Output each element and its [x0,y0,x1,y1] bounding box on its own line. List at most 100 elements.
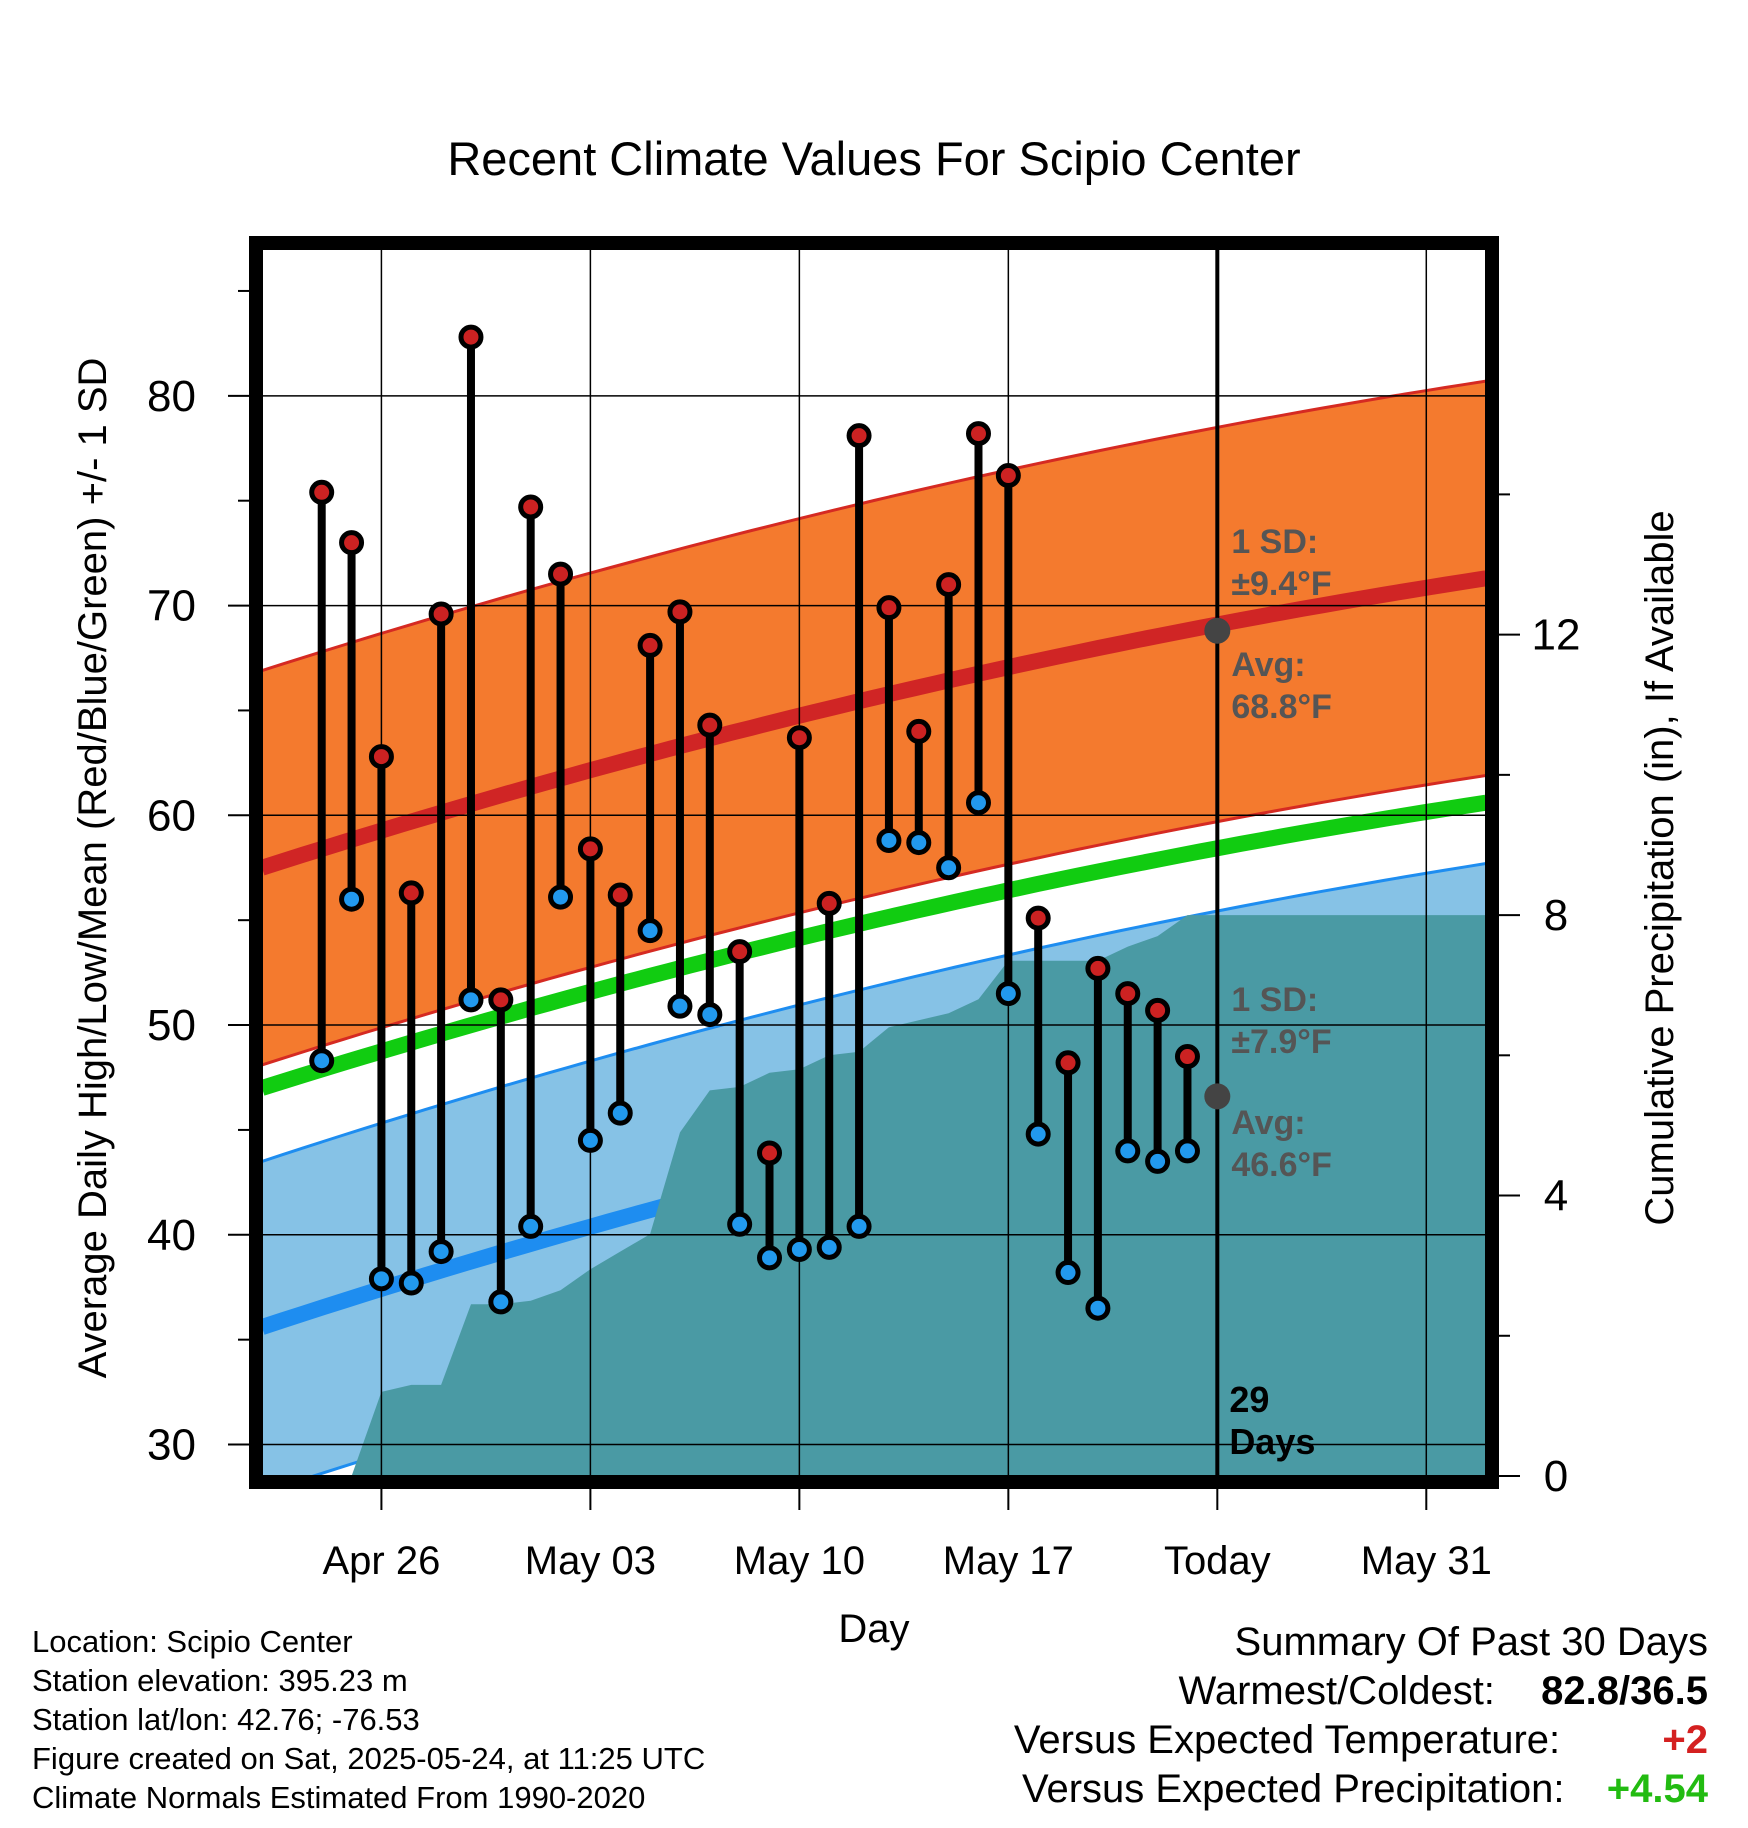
daily-high-point [607,882,633,908]
x-axis-label: Day [838,1607,909,1651]
plot-area [262,249,1486,1476]
days-count-label: 29 [1229,1379,1269,1420]
daily-low-point [1025,1121,1051,1147]
station-info: Location: Scipio Center Station elevatio… [32,1622,705,1817]
daily-high-point [816,890,842,916]
y-tick-label: 80 [147,372,196,421]
created-text: Figure created on Sat, 2025-05-24, at 11… [32,1741,706,1776]
low-sd-annotation: ±7.9°F [1231,1023,1331,1061]
daily-high-point [368,744,394,770]
daily-low-point [1055,1260,1081,1286]
avg-mean-line [262,794,1486,1096]
precip-label: Versus Expected Precipitation: [1022,1767,1565,1811]
y2-tick-label: 4 [1544,1172,1568,1221]
daily-high-point [577,836,603,862]
temp-value: +2 [1662,1718,1708,1762]
location-text: Location: Scipio Center [32,1624,353,1659]
y-tick-label: 50 [147,1001,196,1050]
daily-low-point [637,918,663,944]
daily-low-point [309,1048,335,1074]
daily-low-point [667,993,693,1019]
summary-title: Summary Of Past 30 Days [1234,1620,1708,1664]
daily-high-point [846,423,872,449]
y2-tick-label: 12 [1532,611,1581,660]
daily-high-point [488,987,514,1013]
elevation-text: Station elevation: 395.23 m [32,1663,408,1698]
daily-high-point [339,530,365,556]
daily-low-point [1115,1138,1141,1164]
daily-high-point [876,595,902,621]
warmest-value: 82.8/36.5 [1541,1669,1708,1713]
x-tick-label: May 03 [525,1539,656,1583]
daily-low-point [458,987,484,1013]
daily-low-point [1174,1138,1200,1164]
daily-high-point [906,718,932,744]
daily-high-point [1115,981,1141,1007]
daily-high-point [309,479,335,505]
daily-low-point [846,1213,872,1239]
daily-high-point [727,939,753,965]
daily-high-point [697,712,723,738]
daily-high-point [637,632,663,658]
daily-high-point [1145,997,1171,1023]
high-avg-annotation: Avg: [1231,646,1305,684]
y-tick-label: 60 [147,791,196,840]
high-avg-marker [1204,617,1231,644]
daily-high-point [518,494,544,520]
low-sd-annotation: 1 SD: [1231,981,1318,1019]
daily-low-point [995,981,1021,1007]
warmest-label: Warmest/Coldest: [1178,1669,1495,1713]
precip-value: +4.54 [1606,1767,1708,1811]
summary-warmest-row: Warmest/Coldest: 82.8/36.5 [1014,1667,1708,1716]
daily-high-point [548,561,574,587]
daily-high-point [428,601,454,627]
daily-low-point [368,1266,394,1292]
daily-low-point [727,1211,753,1237]
low-avg-marker [1204,1083,1231,1110]
daily-low-point [965,790,991,816]
chart-title: Recent Climate Values For Scipio Center [447,132,1300,185]
daily-high-point [936,572,962,598]
daily-high-point [995,463,1021,489]
daily-low-point [398,1270,424,1296]
daily-low-point [816,1234,842,1260]
high-sd-band-upper-edge [262,379,1486,673]
daily-high-point [965,421,991,447]
daily-low-point [906,830,932,856]
low-sd-band-upper-edge [262,862,1486,1163]
daily-high-point [786,725,812,751]
high-sd-annotation: ±9.4°F [1231,565,1331,603]
daily-high-point [398,880,424,906]
x-tick-label: Today [1164,1539,1271,1583]
daily-low-point [697,1002,723,1028]
daily-high-point [1085,955,1111,981]
low-avg-annotation: 46.6°F [1231,1146,1332,1184]
daily-low-point [488,1289,514,1315]
y-axis-label: Average Daily High/Low/Mean (Red/Blue/Gr… [71,358,115,1379]
high-sd-annotation: 1 SD: [1231,523,1318,561]
y2-tick-label: 0 [1544,1452,1568,1501]
daily-high-point [1025,905,1051,931]
daily-low-point [1145,1148,1171,1174]
summary-panel: Summary Of Past 30 Days Warmest/Coldest:… [1014,1618,1708,1814]
y-tick-label: 70 [147,582,196,631]
daily-low-point [339,886,365,912]
avg-high-line [262,570,1486,876]
daily-low-point [786,1236,812,1262]
low-avg-annotation: Avg: [1231,1104,1305,1142]
daily-marks [309,324,1200,1321]
x-tick-label: May 31 [1361,1539,1492,1583]
summary-precip-row: Versus Expected Precipitation: +4.54 [1014,1765,1708,1814]
y-tick-label: 40 [147,1211,196,1260]
daily-high-point [667,599,693,625]
daily-low-point [577,1127,603,1153]
normals-text: Climate Normals Estimated From 1990-2020 [32,1780,646,1815]
daily-low-point [757,1245,783,1271]
y2-tick-label: 8 [1544,891,1568,940]
summary-temp-row: Versus Expected Temperature: +2 [1014,1716,1708,1765]
high-avg-annotation: 68.8°F [1231,688,1332,726]
plot-frame [249,236,1499,1489]
daily-high-point [458,324,484,350]
daily-low-point [428,1239,454,1265]
